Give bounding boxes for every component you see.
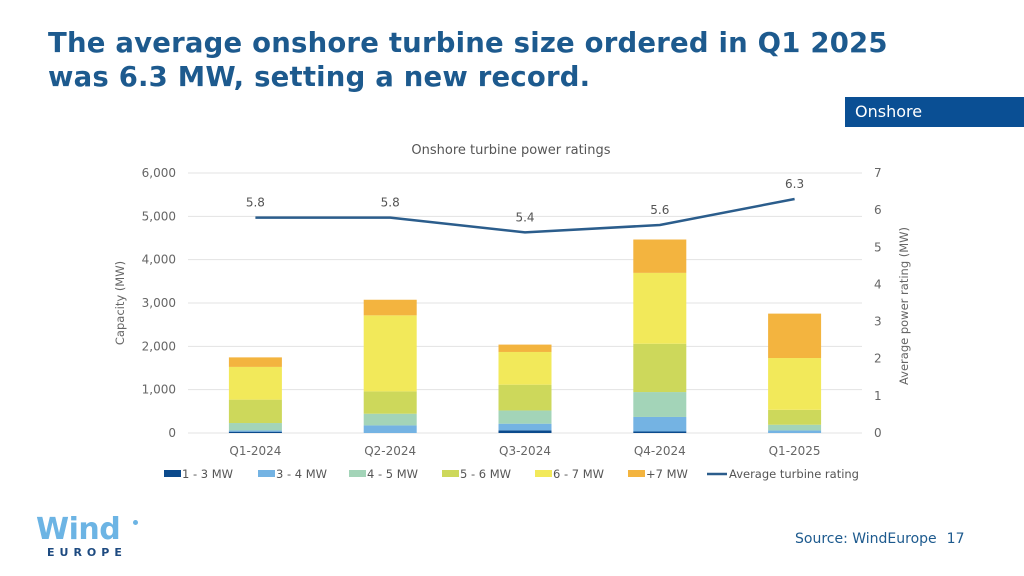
bar-segment xyxy=(498,423,552,431)
bar-segment xyxy=(498,384,552,411)
chart-title: Onshore turbine power ratings xyxy=(411,143,610,158)
bar-segment xyxy=(633,343,687,393)
legend-label: Average turbine rating xyxy=(729,467,859,481)
legend-swatch xyxy=(535,470,552,477)
y-axis-ticks: 0 1,000 2,000 3,000 4,000 5,000 6,000 xyxy=(142,166,176,440)
source-footer: Source: WindEurope 17 xyxy=(795,531,965,547)
page-number: 17 xyxy=(946,531,965,547)
windeurope-logo: Wind EUROPE xyxy=(36,512,138,559)
bar-segment xyxy=(768,409,822,425)
average-rating-line: 5.8 5.8 5.4 5.6 6.3 xyxy=(246,177,804,234)
bar-segment xyxy=(768,358,822,410)
legend-swatch xyxy=(442,470,459,477)
bar-segment xyxy=(768,313,822,359)
bar-segment xyxy=(363,413,417,426)
bar-segment xyxy=(228,366,282,400)
y-tick-label: 1,000 xyxy=(142,383,176,397)
y2-tick-label: 3 xyxy=(874,315,882,329)
bar-segment xyxy=(228,357,282,367)
bar-segment xyxy=(228,431,282,433)
y-tick-label: 4,000 xyxy=(142,253,176,267)
y2-tick-label: 0 xyxy=(874,426,882,440)
legend-label: 6 - 7 MW xyxy=(553,467,604,481)
bar-segment xyxy=(498,344,552,352)
y-tick-label: 0 xyxy=(168,426,176,440)
bar-segment xyxy=(363,299,417,316)
slide-headline: The average onshore turbine size ordered… xyxy=(48,26,888,94)
x-tick-label: Q2-2024 xyxy=(364,444,416,458)
logo-wind-text: Wind xyxy=(36,512,121,547)
data-label: 6.3 xyxy=(785,177,804,191)
y2-tick-label: 6 xyxy=(874,203,882,217)
y2-tick-label: 7 xyxy=(874,166,882,180)
y-tick-label: 3,000 xyxy=(142,296,176,310)
bar-segment xyxy=(228,430,282,432)
legend-item: 5 - 6 MW xyxy=(442,467,511,481)
legend-swatch xyxy=(164,470,181,477)
legend-label: 3 - 4 MW xyxy=(276,467,327,481)
y2-tick-label: 1 xyxy=(874,389,882,403)
legend-label: 4 - 5 MW xyxy=(367,467,418,481)
y2-tick-label: 2 xyxy=(874,352,882,366)
source-text: Source: WindEurope xyxy=(795,531,937,547)
bar-segment xyxy=(633,416,687,432)
bar-segment xyxy=(363,425,417,433)
data-label: 5.6 xyxy=(650,203,669,217)
logo-europe-text: EUROPE xyxy=(47,546,127,559)
bar-segment xyxy=(633,272,687,344)
bar-segment xyxy=(768,424,822,431)
bar-segment xyxy=(228,423,282,431)
logo-dot xyxy=(133,520,138,525)
x-tick-label: Q1-2025 xyxy=(769,444,821,458)
y2-axis-ticks: 0 1 2 3 4 5 6 7 xyxy=(874,166,882,440)
y-tick-label: 6,000 xyxy=(142,166,176,180)
legend-item: 1 - 3 MW xyxy=(164,467,233,481)
legend-item: 3 - 4 MW xyxy=(258,467,327,481)
legend: 1 - 3 MW 3 - 4 MW 4 - 5 MW 5 - 6 MW 6 - 7 MW… xyxy=(164,467,859,481)
legend-item: Average turbine rating xyxy=(707,467,859,481)
x-axis-ticks: Q1-2024 Q2-2024 Q3-2024 Q4-2024 Q1-2025 xyxy=(229,444,820,458)
legend-label: 5 - 6 MW xyxy=(460,467,511,481)
x-tick-label: Q1-2024 xyxy=(229,444,281,458)
bar-segment xyxy=(228,399,282,424)
average-rating-polyline xyxy=(255,197,795,234)
data-label: 5.8 xyxy=(381,196,400,210)
y-tick-label: 5,000 xyxy=(142,209,176,223)
section-tab-onshore: Onshore xyxy=(845,97,1024,127)
legend-swatch xyxy=(349,470,366,477)
y2-tick-label: 4 xyxy=(874,277,882,291)
y-tick-label: 2,000 xyxy=(142,339,176,353)
bar-segment xyxy=(363,315,417,392)
data-label: 5.8 xyxy=(246,196,265,210)
y2-tick-label: 5 xyxy=(874,240,882,254)
legend-item: 6 - 7 MW xyxy=(535,467,604,481)
legend-swatch xyxy=(628,470,645,477)
bar-segment xyxy=(633,239,687,273)
bar-segment xyxy=(768,430,822,433)
legend-item: +7 MW xyxy=(628,467,688,481)
stacked-bars xyxy=(228,239,822,433)
bar-segment xyxy=(498,351,552,385)
bar-segment xyxy=(633,431,687,433)
legend-label: +7 MW xyxy=(646,467,688,481)
y-axis-label: Capacity (MW) xyxy=(113,261,127,345)
headline-line-2: was 6.3 MW, setting a new record. xyxy=(48,61,591,93)
bar-segment xyxy=(633,392,687,417)
x-tick-label: Q4-2024 xyxy=(634,444,686,458)
bar-segment xyxy=(363,391,417,414)
headline-line-1: The average onshore turbine size ordered… xyxy=(48,27,888,59)
data-label: 5.4 xyxy=(515,210,534,224)
y2-axis-label: Average power rating (MW) xyxy=(897,227,911,385)
x-tick-label: Q3-2024 xyxy=(499,444,551,458)
legend-swatch xyxy=(258,470,275,477)
bar-segment xyxy=(498,430,552,433)
legend-label: 1 - 3 MW xyxy=(182,467,233,481)
legend-item: 4 - 5 MW xyxy=(349,467,418,481)
bar-segment xyxy=(498,410,552,424)
